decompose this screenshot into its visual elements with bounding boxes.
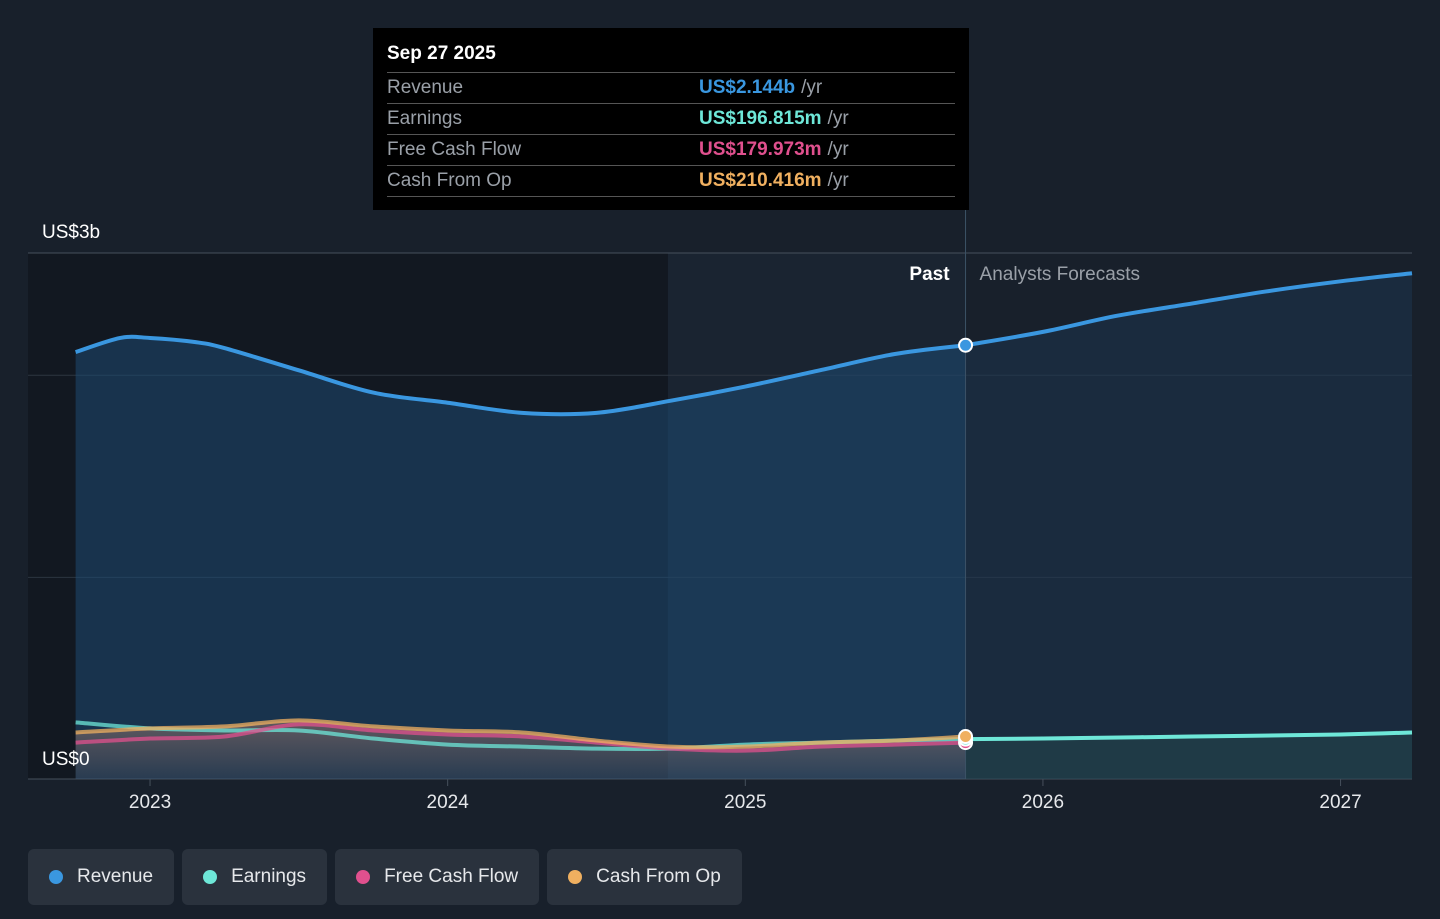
free-cash-flow-line (75, 722, 966, 753)
legend-dot-icon (568, 870, 583, 884)
legend-item-free-cash-flow[interactable]: Free Cash Flow (335, 849, 540, 905)
x-tick-label: 2026 (1022, 792, 1064, 813)
tooltip-label: Earnings (387, 108, 462, 129)
legend-label: Cash From Op (596, 866, 721, 887)
legend-dot-icon (203, 870, 218, 884)
tooltip-unit: /yr (801, 77, 823, 98)
forecast-label: Analysts Forecasts (980, 264, 1140, 285)
cash-from-op-line (75, 718, 966, 750)
cashflow-area (75, 720, 966, 779)
legend-label: Earnings (231, 866, 307, 887)
data-tooltip: Sep 27 2025 Revenue US$2.144b /yr Earnin… (373, 28, 969, 210)
revenue-forecast-line (965, 271, 1413, 348)
revenue-area-forecast (965, 273, 1412, 779)
tooltip-value: US$2.144b (699, 77, 796, 98)
chart-legend: Revenue Earnings Free Cash Flow Cash Fro… (28, 849, 742, 905)
tooltip-row-free-cash-flow: Free Cash Flow US$179.973m /yr (387, 135, 955, 166)
tooltip-unit: /yr (827, 139, 849, 160)
tooltip-row-revenue: Revenue US$2.144b /yr (387, 73, 955, 104)
revenue-point-marker (958, 337, 974, 353)
y-axis-top-label: US$3b (42, 222, 100, 243)
tooltip-value: US$196.815m (699, 108, 822, 129)
tooltip-row-cash-from-op: Cash From Op US$210.416m /yr (387, 166, 955, 197)
revenue-line (75, 334, 966, 417)
tooltip-value: US$210.416m (699, 170, 822, 191)
cash-from-op-point-marker (958, 729, 974, 745)
tooltip-label: Cash From Op (387, 170, 512, 191)
legend-label: Revenue (77, 866, 154, 887)
earnings-forecast-line (965, 730, 1413, 742)
legend-item-cash-from-op[interactable]: Cash From Op (547, 849, 742, 905)
legend-label: Free Cash Flow (384, 866, 519, 887)
tooltip-row-earnings: Earnings US$196.815m /yr (387, 104, 955, 135)
legend-item-revenue[interactable]: Revenue (28, 849, 175, 905)
legend-item-earnings[interactable]: Earnings (182, 849, 328, 905)
past-label: Past (909, 264, 950, 285)
earnings-area-forecast (965, 732, 1412, 779)
x-tick-label: 2024 (427, 792, 470, 813)
tooltip-unit: /yr (827, 170, 849, 191)
x-tick-label: 2023 (129, 792, 171, 813)
y-axis-bottom-label: US$0 (42, 749, 90, 770)
tooltip-label: Free Cash Flow (387, 139, 522, 160)
tooltip-unit: /yr (827, 108, 849, 129)
revenue-area-past (75, 336, 966, 779)
legend-dot-icon (356, 870, 371, 884)
tooltip-label: Revenue (387, 77, 464, 98)
x-tick-label: 2025 (724, 792, 766, 813)
tooltip-date: Sep 27 2025 (387, 42, 955, 73)
tooltip-value: US$179.973m (699, 139, 822, 160)
x-tick-label: 2027 (1319, 792, 1361, 813)
legend-dot-icon (49, 870, 63, 884)
